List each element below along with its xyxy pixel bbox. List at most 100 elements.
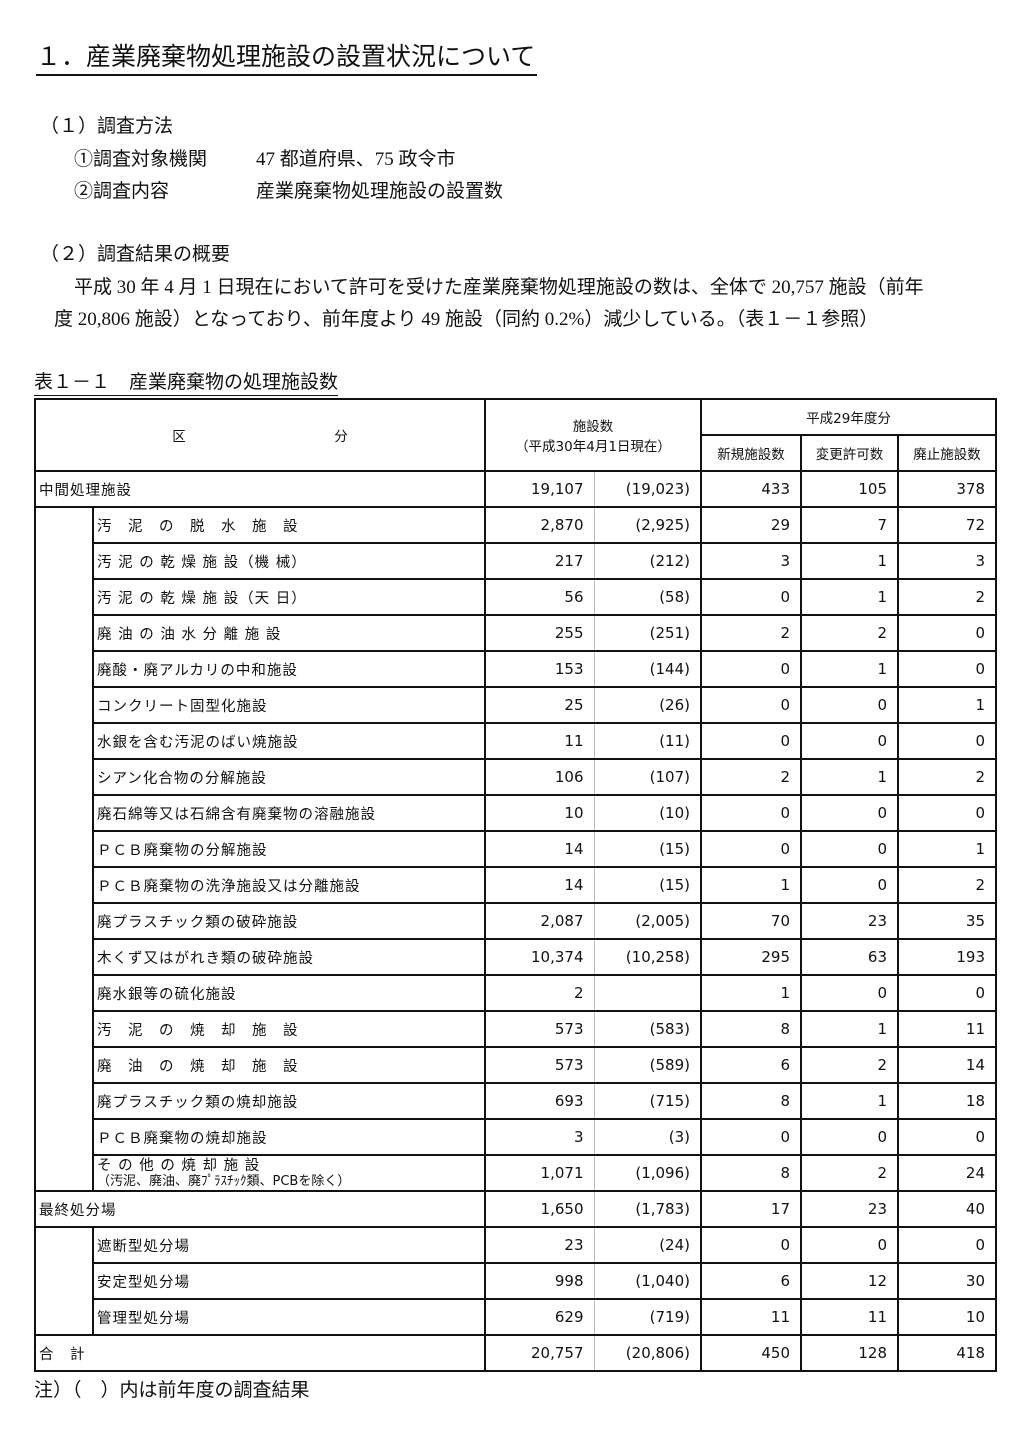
changed-cell: 23 [800,902,899,940]
changed-cell: 1 [800,542,899,580]
changed-cell: 1 [800,578,899,616]
new-cell: 0 [700,578,802,616]
row-label-text: 木くず又はがれき類の破砕施設 [97,950,314,967]
row-label-text: 汚 泥 の 脱 水 施 設 [97,518,299,535]
facility-table: 区 分 施設数 （平成30年4月1日現在） 平成29年度分 新規施設数 変更許可… [34,398,997,1372]
changed-cell: 1 [800,758,899,796]
indent-cell [34,506,94,543]
table-row: シアン化合物の分解施設 106 (107) 2 1 2 [34,758,997,796]
prev-count-cell: (11) [593,722,702,760]
prev-count-cell: (589) [593,1046,702,1084]
new-header: 新規施設数 [700,434,802,472]
prev-count-cell: (19,023) [593,470,702,508]
row-label-text: 廃酸・廃アルカリの中和施設 [97,662,298,679]
indent-cell [34,1011,94,1047]
section1-heading: （１）調査方法 [40,116,174,137]
count-cell: 2 [484,974,595,1012]
row-label-text: 遮断型処分場 [97,1238,190,1255]
survey-content-label: ②調査内容 [74,181,170,202]
prev-count-cell: (107) [593,758,702,796]
table-row: 汚 泥 の 焼 却 施 設 573 (583) 8 1 11 [34,1010,997,1048]
row-label: 安定型処分場 [92,1262,486,1300]
abolished-cell: 0 [897,722,997,760]
table-row: ＰＣＢ廃棄物の分解施設 14 (15) 0 0 1 [34,830,997,868]
row-sublabel-text: （汚泥、廃油、廃ﾌﾟﾗｽﾁｯｸ類、PCBを除く） [97,1173,351,1189]
table-row: そ の 他 の 焼 却 施 設（汚泥、廃油、廃ﾌﾟﾗｽﾁｯｸ類、PCBを除く） 1… [34,1154,997,1192]
prev-count-cell: (15) [593,830,702,868]
new-cell: 2 [700,614,802,652]
table-row: 廃水銀等の硫化施設 2 1 0 0 [34,974,997,1012]
row-label: 管理型処分場 [92,1298,486,1336]
changed-cell: 0 [800,1226,899,1264]
abolished-cell: 1 [897,686,997,724]
changed-cell: 0 [800,830,899,868]
row-label: 廃プラスチック類の破砕施設 [92,902,486,940]
row-label: ＰＣＢ廃棄物の分解施設 [92,830,486,868]
abolished-cell: 0 [897,614,997,652]
indent-cell [34,1047,94,1083]
row-label: 最終処分場 [34,1190,486,1228]
count-cell: 25 [484,686,595,724]
row-label-text: 汚 泥 の 焼 却 施 設 [97,1022,299,1039]
row-label-text: 廃石綿等又は石綿含有廃棄物の溶融施設 [97,806,376,823]
table-row: ＰＣＢ廃棄物の洗浄施設又は分離施設 14 (15) 1 0 2 [34,866,997,904]
new-cell: 17 [700,1190,802,1228]
row-label: 水銀を含む汚泥のばい焼施設 [92,722,486,760]
indent-cell [34,687,94,723]
prev-count-cell: (1,040) [593,1262,702,1300]
table-row: 安定型処分場 998 (1,040) 6 12 30 [34,1262,997,1300]
abolished-cell: 24 [897,1154,997,1192]
row-label-text: 廃プラスチック類の破砕施設 [97,914,299,931]
table-row: 廃プラスチック類の焼却施設 693 (715) 8 1 18 [34,1082,997,1120]
abolished-cell: 418 [897,1334,997,1372]
count-cell: 20,757 [484,1334,595,1372]
indent-cell [34,1155,94,1192]
abolished-cell: 193 [897,938,997,976]
table-row: 廃 油 の 油 水 分 離 施 設 255 (251) 2 2 0 [34,614,997,652]
count-cell: 19,107 [484,470,595,508]
abolished-cell: 35 [897,902,997,940]
abolished-cell: 40 [897,1190,997,1228]
survey-target-value: 47 都道府県、75 政令市 [256,149,456,170]
page-title: １．産業廃棄物処理施設の設置状況について [36,42,538,76]
new-cell: 0 [700,1226,802,1264]
prev-count-cell: (3) [593,1118,702,1156]
prev-count-cell: (715) [593,1082,702,1120]
table-row: 廃プラスチック類の破砕施設 2,087 (2,005) 70 23 35 [34,902,997,940]
row-label: ＰＣＢ廃棄物の焼却施設 [92,1118,486,1156]
prev-count-cell: (212) [593,542,702,580]
changed-cell: 1 [800,1082,899,1120]
row-label-text: ＰＣＢ廃棄物の分解施設 [97,842,268,859]
row-label: 廃 油 の 焼 却 施 設 [92,1046,486,1084]
prev-count-cell: (251) [593,614,702,652]
abolished-cell: 10 [897,1298,997,1336]
new-cell: 70 [700,902,802,940]
changed-cell: 2 [800,614,899,652]
row-label-text: 中間処理施設 [39,482,132,499]
indent-cell [34,1119,94,1155]
table-row: 管理型処分場 629 (719) 11 11 10 [34,1298,997,1336]
new-cell: 0 [700,1118,802,1156]
abolished-header: 廃止施設数 [897,434,997,472]
table-row: 木くず又はがれき類の破砕施設 10,374 (10,258) 295 63 193 [34,938,997,976]
row-label: ＰＣＢ廃棄物の洗浄施設又は分離施設 [92,866,486,904]
count-cell: 573 [484,1046,595,1084]
row-label-text: ＰＣＢ廃棄物の洗浄施設又は分離施設 [97,878,361,895]
prev-count-cell: (26) [593,686,702,724]
prev-count-cell: (1,096) [593,1154,702,1192]
indent-cell [34,1299,94,1336]
row-label-text: 安定型処分場 [97,1274,190,1291]
changed-cell: 1 [800,650,899,688]
table-row: 汚 泥 の 乾 燥 施 設（機 械） 217 (212) 3 1 3 [34,542,997,580]
row-label: 遮断型処分場 [92,1226,486,1264]
row-label: 汚 泥 の 乾 燥 施 設（機 械） [92,542,486,580]
changed-cell: 0 [800,974,899,1012]
row-label: 汚 泥 の 乾 燥 施 設（天 日） [92,578,486,616]
abolished-cell: 72 [897,506,997,544]
row-label-text: 廃プラスチック類の焼却施設 [97,1094,299,1111]
survey-target-label: ①調査対象機関 [74,149,208,170]
row-label: 廃水銀等の硫化施設 [92,974,486,1012]
new-cell: 6 [700,1046,802,1084]
count-header: 施設数 （平成30年4月1日現在） [484,398,702,472]
prev-count-cell: (1,783) [593,1190,702,1228]
